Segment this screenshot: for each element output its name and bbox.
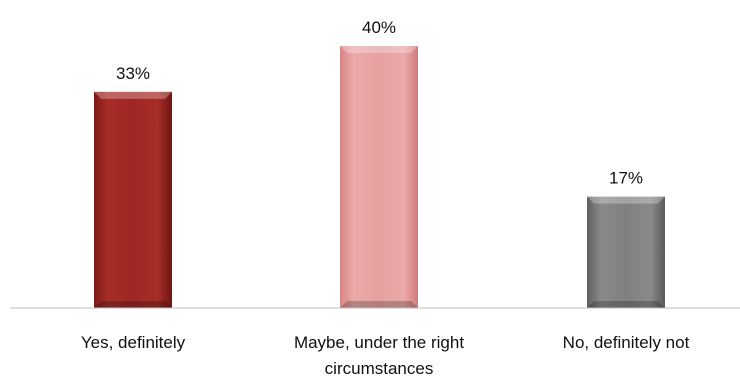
bar-no-definitely-not [587,196,665,308]
bar-bevel-top [587,196,665,204]
data-label-maybe: 40% [362,18,396,37]
bar-bevel-bottom [340,301,418,308]
bar-body [94,91,172,308]
bar-maybe [340,46,418,308]
data-label-yes-definitely: 33% [116,64,150,83]
bar-body [587,196,665,308]
bar-body [340,46,418,308]
category-label-yes-definitely: Yes, definitely [81,333,186,352]
bar-bevel-top [94,91,172,99]
category-label-line: Maybe, under the right [294,333,464,352]
category-label-line: No, definitely not [563,333,690,352]
labels-group: 33% Yes, definitely 40% Maybe, under the ri… [81,18,690,377]
category-label-line: Yes, definitely [81,333,186,352]
bar-bevel-top [340,46,418,53]
bar-bevel-bottom [94,301,172,308]
category-label-maybe: Maybe, under the right circumstances [294,333,464,377]
category-label-no-definitely-not: No, definitely not [563,333,690,352]
bar-yes-definitely [94,91,172,308]
bar-bevel-bottom [587,301,665,308]
bars-group [94,46,665,308]
category-label-line: circumstances [325,359,434,377]
data-label-no-definitely-not: 17% [609,169,643,188]
